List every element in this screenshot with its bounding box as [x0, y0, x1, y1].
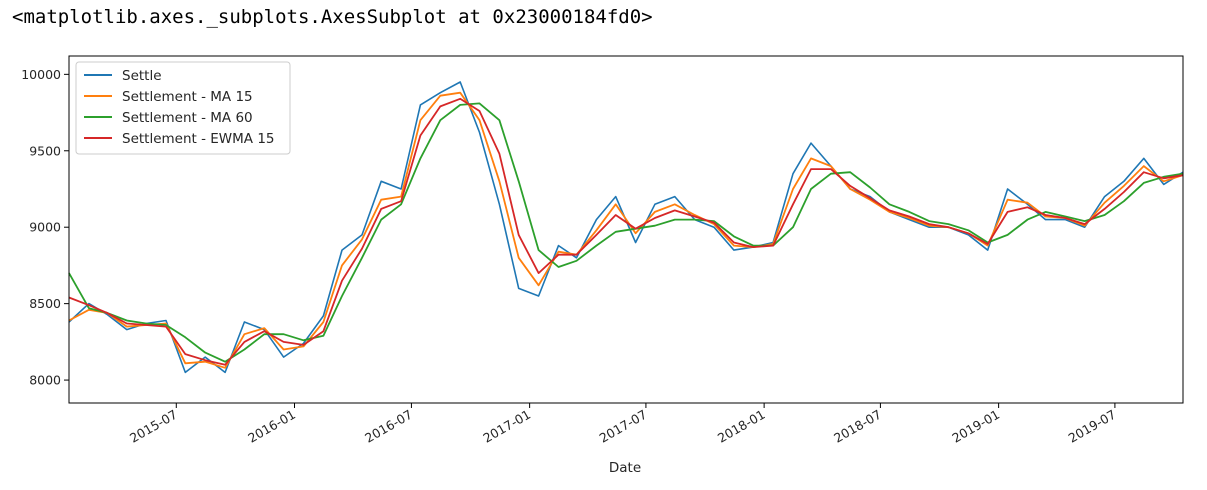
x-tick-label: 2019-01: [949, 407, 1002, 446]
x-tick-label: 2017-01: [480, 407, 533, 446]
x-tick-label: 2016-01: [245, 407, 298, 446]
y-tick-label: 9500: [29, 143, 61, 158]
y-tick-label: 8000: [29, 373, 61, 388]
legend: Settle Settlement - MA 15 Settlement - MA …: [75, 61, 291, 155]
legend-label: Settlement - MA 15: [122, 89, 253, 105]
series-line-2: [68, 91, 1184, 369]
x-axis-label: Date: [609, 460, 641, 476]
legend-label: Settlement - EWMA 15: [122, 131, 275, 147]
plot-frame: [68, 55, 1184, 404]
x-tick-label: 2017-07: [597, 407, 650, 446]
x-tick-label: 2018-01: [715, 407, 768, 446]
legend-box: [75, 61, 291, 155]
y-tick-label: 9000: [29, 220, 61, 235]
y-axis: 8000 8500 9000 9500 10000: [21, 67, 69, 388]
x-tick-label: 2015-07: [127, 407, 180, 446]
legend-label: Settlement - MA 60: [122, 110, 253, 126]
output-repr-text: <matplotlib.axes._subplots.AxesSubplot a…: [12, 6, 653, 28]
x-tick-label: 2018-07: [831, 407, 884, 446]
series-line-3: [68, 102, 1184, 363]
x-tick-label: 2016-07: [362, 407, 415, 446]
x-axis: 2015-07 2016-01 2016-07 2017-01 2017-07 2018-…: [127, 403, 1118, 446]
legend-label: Settle: [122, 68, 162, 84]
series-layer: [68, 81, 1184, 374]
x-tick-label: 2019-07: [1066, 407, 1119, 446]
series-line-4: [68, 97, 1184, 366]
y-tick-label: 10000: [21, 67, 61, 82]
y-tick-label: 8500: [29, 296, 61, 311]
